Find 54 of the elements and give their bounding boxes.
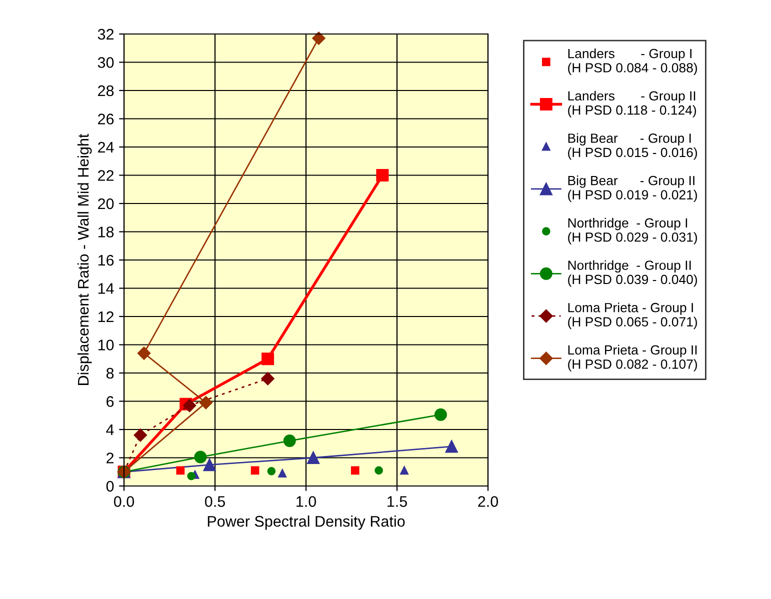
y-tick-label: 0 — [106, 480, 114, 492]
y-tick-label: 16 — [98, 254, 114, 266]
legend-label: Northridge - Group I (H PSD 0.029 - 0.031) — [568, 218, 697, 244]
point — [182, 398, 196, 412]
y-tick-label: 22 — [98, 170, 114, 181]
point — [203, 458, 216, 472]
y-tick-label: 10 — [98, 340, 114, 350]
point — [199, 396, 212, 410]
y-tick-label: 12 — [98, 311, 114, 322]
point — [137, 346, 151, 360]
y-tick-label: 18 — [98, 226, 114, 238]
y-axis-title: Displacement Ratio - Wall Mid Height — [77, 134, 92, 385]
point — [187, 472, 196, 480]
legend-label: Northridge - Group II (H PSD 0.039 - 0.040) — [568, 260, 697, 287]
legend-label: Landers - Group II (H PSD 0.118 - 0.124) — [568, 90, 696, 118]
x-axis-title: Power Spectral Density Ratio — [208, 516, 405, 530]
x-tick-label: 1.0 — [296, 496, 316, 507]
legend-label: Loma Prieta - Group I (H PSD 0.065 - 0.071) — [568, 302, 697, 330]
point — [434, 408, 447, 421]
point — [250, 466, 260, 475]
y-tick-label: 32 — [98, 28, 114, 40]
y-tick-label: 24 — [98, 142, 114, 153]
point — [350, 466, 360, 475]
point — [400, 466, 408, 475]
point — [176, 466, 185, 475]
point — [283, 434, 296, 448]
y-tick-label: 30 — [98, 57, 114, 68]
point — [374, 466, 383, 475]
point — [307, 452, 320, 464]
point — [376, 169, 389, 182]
point — [134, 428, 147, 442]
x-tick-label: 1.5 — [388, 496, 407, 507]
legend-label: Landers - Group I (H PSD 0.084 - 0.088) — [568, 48, 697, 76]
point — [261, 372, 274, 386]
legend-label: Big Bear - Group I (H PSD 0.015 - 0.016) — [568, 133, 697, 160]
y-tick-label: 28 — [98, 85, 114, 96]
point — [278, 469, 287, 478]
x-tick-label: 0.5 — [204, 496, 225, 507]
y-tick-label: 20 — [98, 198, 114, 210]
y-tick-label: 26 — [98, 114, 114, 124]
x-tick-label: 2.0 — [478, 496, 498, 507]
y-tick-label: 4 — [106, 424, 114, 436]
y-tick-label: 8 — [106, 368, 114, 379]
point — [262, 352, 274, 366]
point — [445, 440, 458, 453]
legend-label: Big Bear - Group II (H PSD 0.019 - 0.021) — [568, 176, 697, 202]
y-tick-label: 14 — [98, 283, 114, 294]
y-tick-label: 6 — [106, 396, 114, 407]
point — [267, 467, 276, 476]
point — [312, 32, 326, 45]
point — [194, 450, 207, 464]
legend-label: Loma Prieta - Group II (H PSD 0.082 - 0.107) — [568, 344, 697, 372]
x-tick-label: 0.0 — [114, 496, 134, 507]
y-tick-label: 2 — [106, 452, 114, 464]
